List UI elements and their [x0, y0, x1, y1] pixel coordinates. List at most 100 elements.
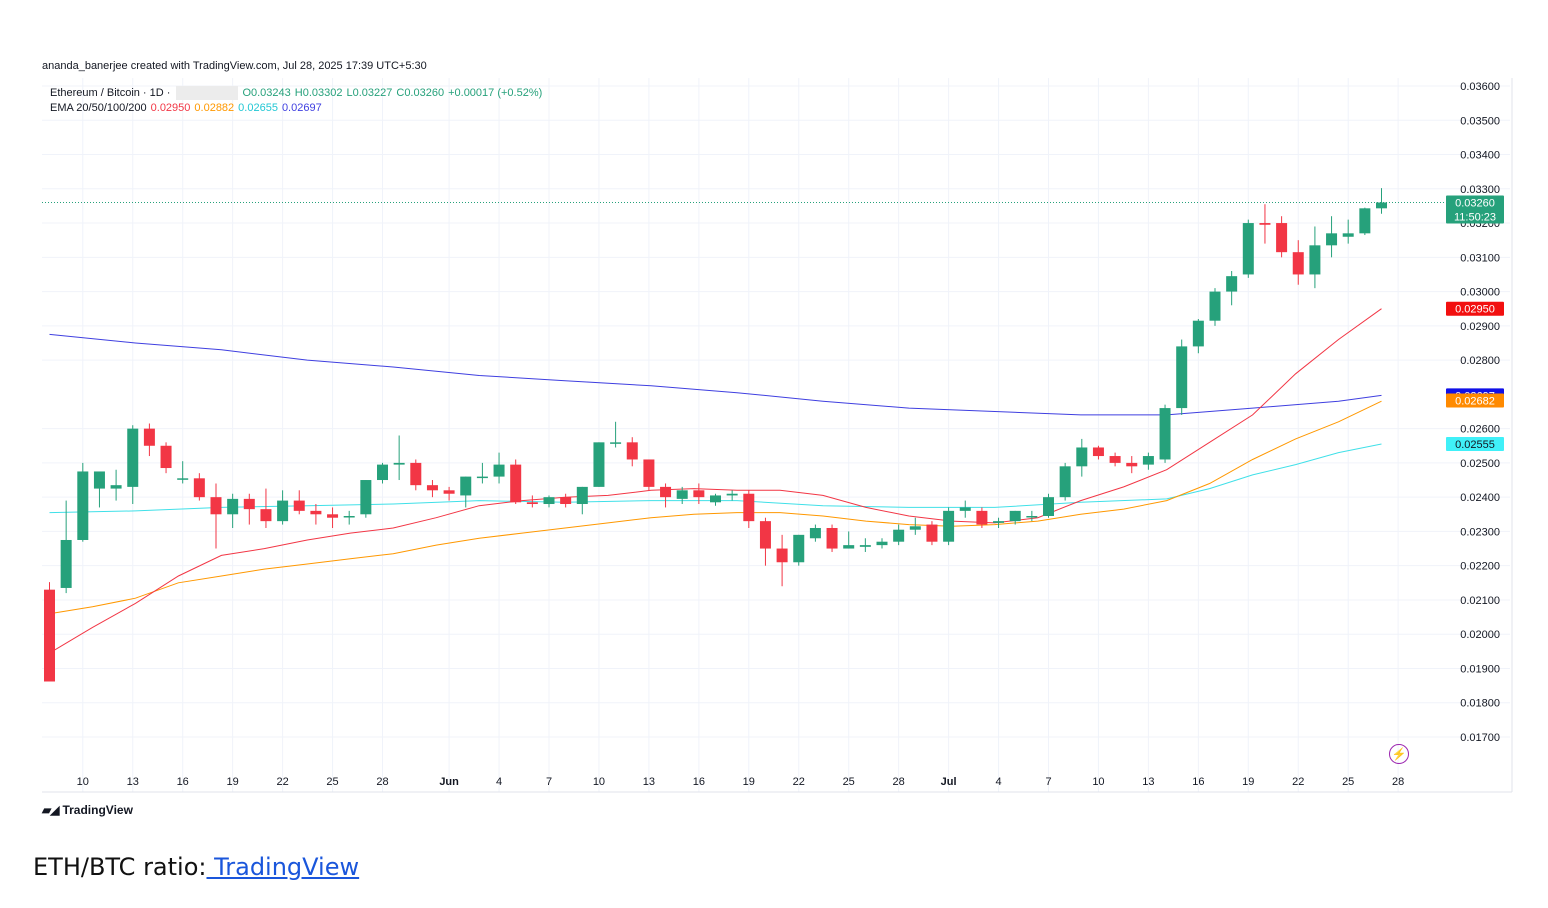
y-tick-label: 0.03100	[1460, 252, 1500, 264]
candle	[143, 423, 155, 457]
price-axis: 0.036000.035000.034000.033000.032000.031…	[1460, 81, 1500, 744]
candle	[809, 524, 821, 542]
candle	[476, 462, 488, 484]
candle-body	[526, 502, 538, 505]
candle-body	[177, 478, 189, 480]
candle	[976, 507, 988, 528]
x-tick-label: 19	[743, 776, 755, 788]
candle-body	[1259, 223, 1271, 225]
candle-body	[809, 527, 821, 539]
candle-body	[1026, 516, 1038, 518]
x-tick-label: 13	[643, 776, 655, 788]
caption-link[interactable]: TradingView	[206, 853, 360, 881]
candle	[1309, 226, 1321, 289]
candle-body	[210, 497, 222, 515]
candle	[1259, 204, 1271, 244]
countdown-text: 11:50:23	[1454, 211, 1496, 223]
candle	[826, 524, 838, 552]
candle-body	[593, 442, 605, 487]
candle-body	[1359, 208, 1371, 234]
y-tick-label: 0.01800	[1460, 698, 1500, 710]
candle-body	[343, 516, 355, 518]
candle-body	[77, 471, 89, 540]
ema50-tag-text: 0.02682	[1455, 396, 1495, 408]
x-tick-label: 7	[546, 776, 552, 788]
symbol-name[interactable]: Ethereum / Bitcoin · 1D ·	[50, 86, 171, 99]
candle-body	[360, 480, 372, 515]
candle-body	[1342, 233, 1354, 237]
candle-body	[610, 442, 622, 444]
x-tick-label: 19	[227, 776, 239, 788]
x-tick-label: 16	[177, 776, 189, 788]
ema-label[interactable]: EMA 20/50/100/200	[50, 102, 147, 114]
candle-body	[277, 500, 289, 522]
ema100-value: 0.02655	[238, 102, 278, 114]
candle	[726, 490, 738, 501]
candle	[360, 480, 372, 518]
candle-body	[759, 521, 771, 549]
candle	[1209, 288, 1221, 326]
candle-body	[626, 442, 638, 460]
symbol-legend: Ethereum / Bitcoin · 1D · O0.03243 H0.0330…	[50, 86, 546, 100]
candle-body	[1226, 276, 1238, 292]
candle-body	[1059, 466, 1071, 498]
candle-body	[1009, 510, 1021, 522]
lightning-icon[interactable]: ⚡	[1389, 744, 1409, 764]
last-price-tag: 0.03260	[1446, 195, 1504, 224]
candle	[1292, 240, 1304, 285]
ema50-tag-bg	[1446, 393, 1504, 408]
candle-body	[44, 589, 55, 682]
candle	[993, 517, 1005, 528]
candle-body	[1276, 223, 1288, 253]
last-price-tag-text: 0.03260	[1455, 197, 1495, 209]
candle	[1026, 510, 1038, 522]
x-tick-label: 25	[326, 776, 338, 788]
tradingview-logo[interactable]: ▰◢ TradingView	[42, 803, 133, 817]
ohlc-open: O0.03243	[242, 86, 291, 99]
candle-body	[393, 462, 405, 465]
x-tick-label: 4	[995, 776, 1001, 788]
candle	[327, 507, 339, 528]
candle-body	[693, 490, 705, 498]
x-tick-label: 19	[1242, 776, 1254, 788]
candle-body	[1209, 291, 1221, 321]
candle-body	[543, 497, 555, 505]
candle-body	[1142, 456, 1154, 465]
candle-body	[260, 509, 272, 522]
tv-logo-text: TradingView	[62, 803, 133, 817]
candle-body	[243, 498, 255, 510]
last-price-tag-bg	[1446, 195, 1504, 224]
candle	[1159, 404, 1171, 463]
ema20-tag-text: 0.02950	[1455, 304, 1495, 316]
x-tick-label: 10	[77, 776, 89, 788]
x-tick-label: 7	[1045, 776, 1051, 788]
candle	[1376, 188, 1387, 214]
ema-lines	[49, 308, 1382, 654]
ema50-tag: 0.02682	[1446, 393, 1504, 408]
candle	[460, 476, 472, 508]
candle-body	[1326, 233, 1338, 246]
chart-grid	[42, 78, 1513, 793]
candle-body	[1309, 245, 1321, 275]
candle	[893, 524, 905, 546]
x-tick-label: 10	[593, 776, 605, 788]
candle	[110, 469, 122, 501]
candle-body	[160, 445, 172, 469]
chart-canvas[interactable]: 0.036000.035000.034000.033000.032000.031…	[0, 0, 1548, 800]
candle	[776, 534, 788, 587]
candle	[759, 517, 771, 566]
candle-body	[510, 464, 522, 503]
ema20-value: 0.02950	[150, 102, 191, 114]
candle-body	[1076, 447, 1088, 467]
candle-body	[227, 498, 239, 515]
candle-body	[377, 464, 388, 481]
candle-body	[726, 493, 738, 496]
candle	[710, 493, 721, 506]
x-tick-label: Jul	[941, 776, 957, 788]
candle-body	[310, 510, 322, 515]
ema20-tag-bg	[1446, 301, 1504, 316]
candle	[1226, 271, 1238, 306]
candle	[77, 462, 89, 542]
candle-body	[859, 545, 871, 547]
candle-body	[660, 486, 672, 498]
